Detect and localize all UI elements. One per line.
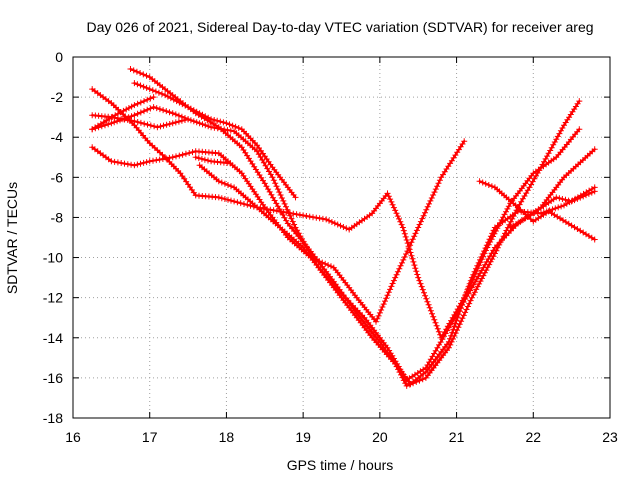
y-tick-label: -8 [51, 209, 64, 225]
x-axis-label: GPS time / hours [287, 457, 394, 473]
series-track-9 [131, 80, 299, 201]
y-tick-label: -2 [51, 89, 64, 105]
data-series [89, 66, 598, 389]
y-tick-label: -10 [43, 250, 63, 266]
series-track-3 [89, 138, 468, 325]
series-markers [507, 188, 598, 231]
x-tick-label: 17 [142, 429, 158, 445]
chart-title: Day 026 of 2021, Sidereal Day-to-day VTE… [86, 19, 593, 35]
x-tick-label: 22 [525, 429, 541, 445]
x-tick-label: 16 [65, 429, 81, 445]
y-tick-label: -18 [43, 410, 63, 426]
y-tick-label: -16 [43, 370, 63, 386]
axis-ticks: 16 17 18 19 20 21 22 23 0 -2 -4 -6 -8 -10 -12 -14 -16 -18 [43, 49, 618, 445]
x-tick-label: 21 [449, 429, 465, 445]
series-markers [89, 138, 468, 325]
x-tick-label: 19 [295, 429, 311, 445]
series-track-10 [476, 178, 598, 243]
x-tick-label: 20 [372, 429, 388, 445]
plot-frame [72, 56, 611, 419]
y-tick-label: -14 [43, 330, 63, 346]
series-track-6 [89, 94, 157, 133]
y-tick-label: -12 [43, 290, 63, 306]
y-tick-label: -6 [51, 169, 64, 185]
y-axis-label: SDTVAR / TECUs [4, 182, 20, 294]
series-markers [192, 154, 234, 167]
y-tick-label: 0 [55, 49, 63, 65]
x-tick-label: 23 [602, 429, 618, 445]
x-tick-label: 18 [219, 429, 235, 445]
series-markers [89, 94, 157, 133]
series-markers [131, 80, 299, 201]
series-track-8 [192, 154, 234, 167]
series-track-11 [507, 188, 598, 231]
y-tick-label: -4 [51, 129, 64, 145]
